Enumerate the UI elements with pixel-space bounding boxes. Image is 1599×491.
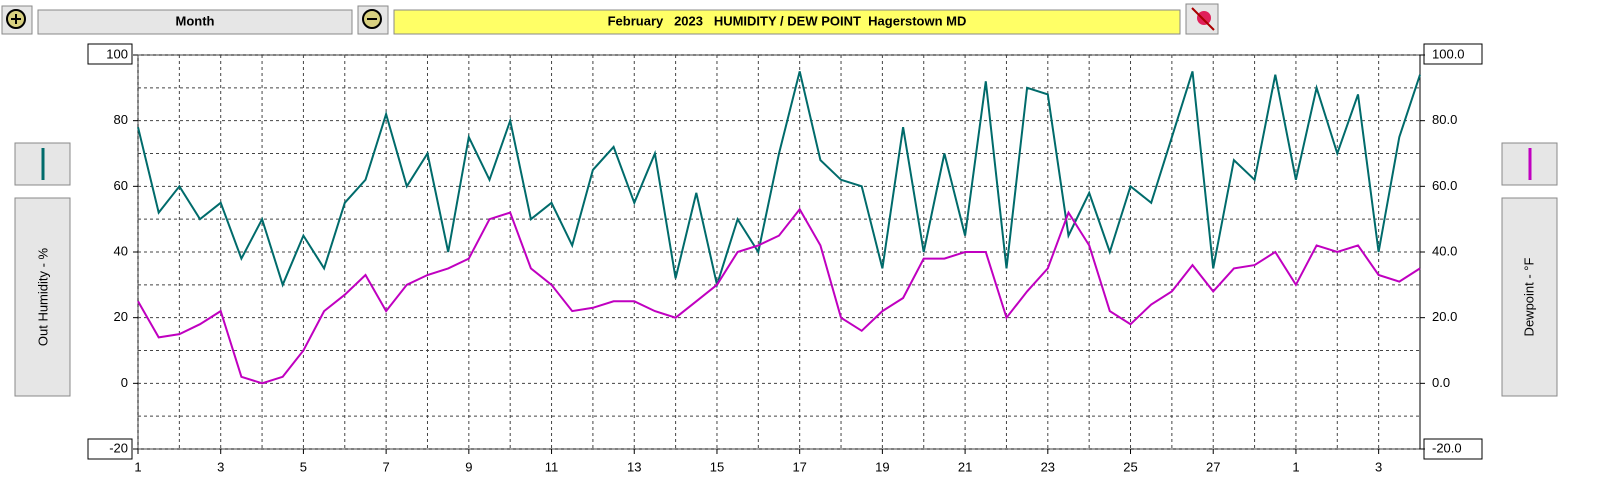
clear-button[interactable] bbox=[1185, 3, 1219, 35]
period-label: Month bbox=[176, 13, 215, 28]
x-tick-label: 27 bbox=[1206, 459, 1220, 474]
y2-axis-label: Dewpoint - °F bbox=[1521, 257, 1536, 336]
y2-tick-label: 100.0 bbox=[1432, 46, 1465, 61]
y-tick-label: 60 bbox=[114, 178, 128, 193]
series-line bbox=[137, 71, 1421, 289]
y-axis-panel bbox=[14, 197, 71, 397]
y2-tick-label: 40.0 bbox=[1432, 243, 1457, 258]
y2-tick-label: 80.0 bbox=[1432, 112, 1457, 127]
title-bar bbox=[393, 9, 1181, 35]
tick-box bbox=[87, 43, 133, 65]
y-tick-label: 0 bbox=[121, 375, 128, 390]
y2-axis-panel bbox=[1501, 197, 1558, 397]
x-tick-label: 13 bbox=[627, 459, 641, 474]
x-tick-label: 11 bbox=[545, 459, 559, 474]
x-tick-label: 1 bbox=[1292, 459, 1299, 474]
chart-title: February 2023 HUMIDITY / DEW POINT Hager… bbox=[608, 13, 967, 28]
x-tick-label: 1 bbox=[134, 459, 141, 474]
x-tick-label: 3 bbox=[217, 459, 224, 474]
x-tick-label: 21 bbox=[958, 459, 972, 474]
x-tick-label: 9 bbox=[465, 459, 472, 474]
x-tick-label: 19 bbox=[875, 459, 889, 474]
y-tick-label: 80 bbox=[114, 112, 128, 127]
x-tick-label: 25 bbox=[1123, 459, 1137, 474]
x-tick-label: 3 bbox=[1375, 459, 1382, 474]
x-tick-label: 7 bbox=[383, 459, 390, 474]
x-tick-label: 17 bbox=[792, 459, 806, 474]
tick-box bbox=[1423, 43, 1483, 65]
period-button[interactable] bbox=[37, 9, 353, 35]
y2-tick-label: -20.0 bbox=[1432, 440, 1462, 455]
y-tick-label: 20 bbox=[114, 309, 128, 324]
y2-tick-label: 60.0 bbox=[1432, 178, 1457, 193]
zoom-in-button[interactable] bbox=[1, 5, 33, 35]
zoom-out-button[interactable] bbox=[357, 5, 389, 35]
x-tick-label: 23 bbox=[1041, 459, 1055, 474]
tick-box bbox=[87, 438, 133, 460]
y-tick-label: 40 bbox=[114, 243, 128, 258]
series-line bbox=[137, 207, 1421, 385]
y2-tick-label: 20.0 bbox=[1432, 309, 1457, 324]
y-tick-label: 100 bbox=[106, 46, 128, 61]
x-tick-label: 5 bbox=[300, 459, 307, 474]
y2-tick-label: 0.0 bbox=[1432, 375, 1450, 390]
y-tick-label: -20 bbox=[109, 440, 128, 455]
y-axis-label: Out Humidity - % bbox=[35, 247, 50, 346]
x-tick-label: 15 bbox=[710, 459, 724, 474]
